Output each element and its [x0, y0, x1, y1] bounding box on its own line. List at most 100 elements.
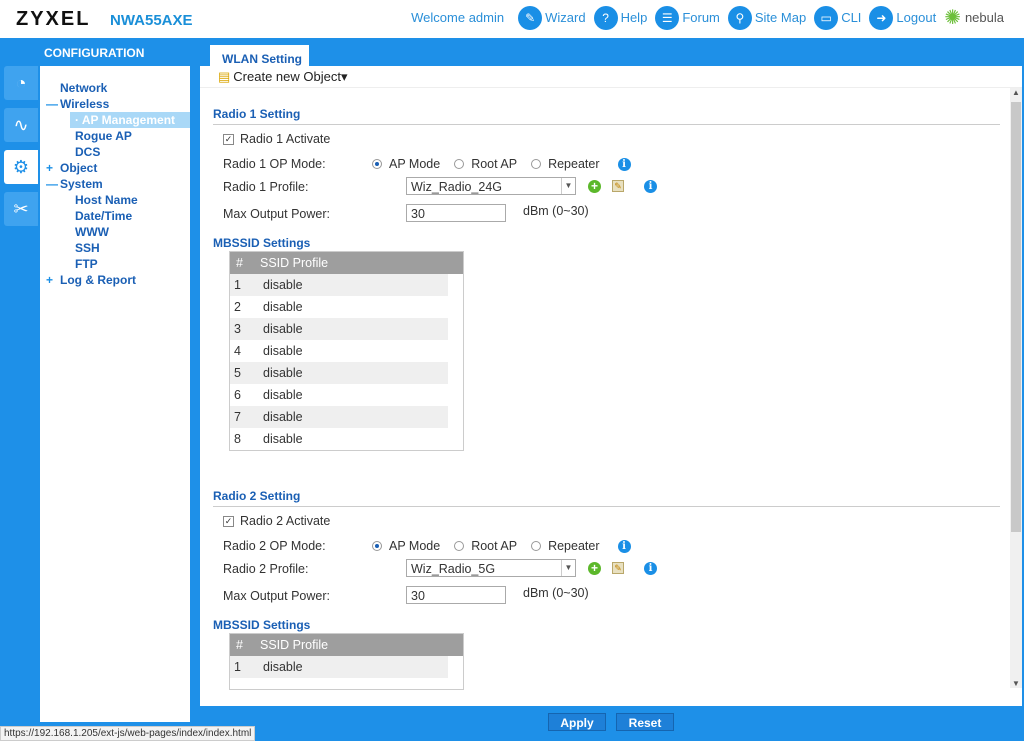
table-row[interactable]: 8 disable — [230, 428, 448, 450]
ssid-profile: disable — [263, 432, 303, 446]
edit-icon[interactable]: ✎ — [612, 180, 624, 192]
row-index: 3 — [234, 322, 241, 336]
help-link[interactable]: ? Help — [593, 5, 647, 30]
sitemap-icon: ⚲ — [727, 5, 752, 30]
radio2-section-title: Radio 2 Setting — [213, 489, 1000, 507]
header: ZYXEL NWA55AXE Welcome admin ✎ Wizard ? He… — [0, 0, 1024, 38]
info-icon[interactable]: i — [617, 157, 631, 171]
create-object-menu[interactable]: ▤ Create new Object▾ — [200, 66, 1022, 88]
expand-icon: + — [46, 161, 54, 175]
help-icon: ? — [593, 5, 618, 30]
sidebar-item-rogue-ap[interactable]: Rogue AP — [75, 129, 132, 143]
row-index: 2 — [234, 300, 241, 314]
table-row[interactable]: 3 disable — [230, 318, 448, 340]
row-index: 8 — [234, 432, 241, 446]
radio2-profile-select[interactable]: Wiz_Radio_5G ▼ — [406, 559, 576, 577]
row-index: 7 — [234, 410, 241, 424]
radio2-op-mode-label: Radio 2 OP Mode: — [223, 539, 326, 553]
sidebar-item-ftp[interactable]: FTP — [75, 257, 98, 271]
logout-link[interactable]: ➜ Logout — [869, 5, 936, 30]
content-panel: ▤ Create new Object▾ Radio 1 Setting ✓ Rad… — [200, 66, 1022, 706]
tab-wlan-setting[interactable]: WLAN Setting — [210, 45, 309, 67]
sidebar-item-ssh[interactable]: SSH — [75, 241, 100, 255]
scroll-down-icon: ▼ — [1012, 679, 1020, 688]
sidebar-item-dcs[interactable]: DCS — [75, 145, 101, 159]
sidebar-item-system[interactable]: — System — [46, 177, 103, 191]
radio2-mbssid-title: MBSSID Settings — [213, 618, 311, 632]
wand-icon: ✎ — [518, 5, 543, 30]
table-row[interactable]: 7 disable — [230, 406, 448, 428]
gear-icon[interactable]: ⚙ — [4, 150, 38, 184]
sidebar-item-date-time[interactable]: Date/Time — [75, 209, 133, 223]
table-row[interactable]: 2 disable — [230, 296, 448, 318]
ssid-profile: disable — [263, 278, 303, 292]
radio2-activate-checkbox[interactable]: ✓ Radio 2 Activate — [223, 514, 331, 528]
forum-link[interactable]: ☰ Forum — [655, 5, 720, 30]
maintenance-icon[interactable]: ✂ — [4, 192, 38, 226]
cli-link[interactable]: ▭ CLI — [814, 5, 861, 30]
row-index: 6 — [234, 388, 241, 402]
logout-icon: ➜ — [869, 5, 894, 30]
apply-button[interactable]: Apply — [548, 713, 606, 731]
nebula-icon: ✺ — [944, 7, 961, 29]
sidebar-item-network[interactable]: Network — [60, 81, 108, 95]
sitemap-link[interactable]: ⚲ Site Map — [727, 5, 806, 30]
radio1-root-ap-radio[interactable]: Root AP — [454, 157, 517, 171]
radio1-repeater-radio[interactable]: Repeater — [531, 157, 600, 171]
radio2-root-ap-radio[interactable]: Root AP — [454, 539, 517, 553]
table-row[interactable]: 6 disable — [230, 384, 448, 406]
sidebar-item-www[interactable]: WWW — [75, 225, 109, 239]
info-icon[interactable]: i — [644, 179, 657, 193]
dashboard-icon[interactable]: ◔ — [4, 66, 38, 100]
sidebar-item-wireless[interactable]: — Wireless — [46, 97, 110, 111]
wizard-link[interactable]: ✎ Wizard — [518, 5, 586, 30]
chevron-down-icon: ▼ — [561, 178, 575, 194]
nebula-link[interactable]: ✺ nebula — [944, 7, 1004, 29]
add-icon[interactable]: + — [588, 179, 601, 193]
radio2-power-label: Max Output Power: — [223, 589, 330, 603]
row-index: 4 — [234, 344, 241, 358]
vertical-scrollbar[interactable]: ▲ ▼ — [1010, 88, 1022, 688]
power-unit: dBm (0~30) — [523, 586, 589, 600]
radio1-op-mode-label: Radio 1 OP Mode: — [223, 157, 326, 171]
sidebar-item-host-name[interactable]: Host Name — [75, 193, 138, 207]
radio1-ap-mode-radio[interactable]: AP Mode — [372, 157, 440, 171]
radio1-profile-label: Radio 1 Profile: — [223, 180, 309, 194]
add-icon[interactable]: + — [588, 561, 601, 575]
radio1-section-title: Radio 1 Setting — [213, 107, 1000, 125]
table-row[interactable]: 1 disable — [230, 274, 448, 296]
info-icon[interactable]: i — [644, 561, 657, 575]
info-icon[interactable]: i — [617, 539, 631, 553]
mode-icons: ◔ ∿ ⚙ ✂ — [4, 66, 40, 234]
status-url: https://192.168.1.205/ext-js/web-pages/i… — [0, 726, 256, 741]
radio1-activate-checkbox[interactable]: ✓ Radio 1 Activate — [223, 132, 331, 146]
sidebar-item-log-report[interactable]: + Log & Report — [46, 273, 136, 287]
table-row[interactable]: 1 disable — [230, 656, 448, 678]
radio2-repeater-radio[interactable]: Repeater — [531, 539, 600, 553]
sidebar-item-object[interactable]: + Object — [46, 161, 98, 175]
sidebar-tree: Network — Wireless · AP Management Rogue … — [40, 66, 190, 722]
top-nav: Welcome admin ✎ Wizard ? Help ☰ Forum ⚲ Site… — [411, 5, 1004, 30]
ssid-profile: disable — [263, 344, 303, 358]
chevron-down-icon: ▼ — [561, 560, 575, 576]
radio1-power-input[interactable]: 30 — [406, 204, 506, 222]
radio2-ap-mode-radio[interactable]: AP Mode — [372, 539, 440, 553]
ssid-profile: disable — [263, 388, 303, 402]
radio1-profile-select[interactable]: Wiz_Radio_24G ▼ — [406, 177, 576, 195]
model-name: NWA55AXE — [110, 12, 193, 29]
ssid-profile: disable — [263, 366, 303, 380]
collapse-icon: — — [46, 97, 58, 111]
monitor-icon[interactable]: ∿ — [4, 108, 38, 142]
sidebar-item-ap-management[interactable]: · AP Management — [70, 112, 190, 128]
edit-icon[interactable]: ✎ — [612, 562, 624, 574]
table-row[interactable]: 4 disable — [230, 340, 448, 362]
row-index: 1 — [234, 660, 241, 674]
ssid-profile: disable — [263, 410, 303, 424]
scroll-up-icon: ▲ — [1012, 88, 1020, 97]
ssid-profile: disable — [263, 660, 303, 674]
reset-button[interactable]: Reset — [616, 713, 674, 731]
table-header: # SSID Profile — [230, 252, 463, 274]
cli-icon: ▭ — [814, 5, 839, 30]
table-row[interactable]: 5 disable — [230, 362, 448, 384]
radio2-power-input[interactable]: 30 — [406, 586, 506, 604]
